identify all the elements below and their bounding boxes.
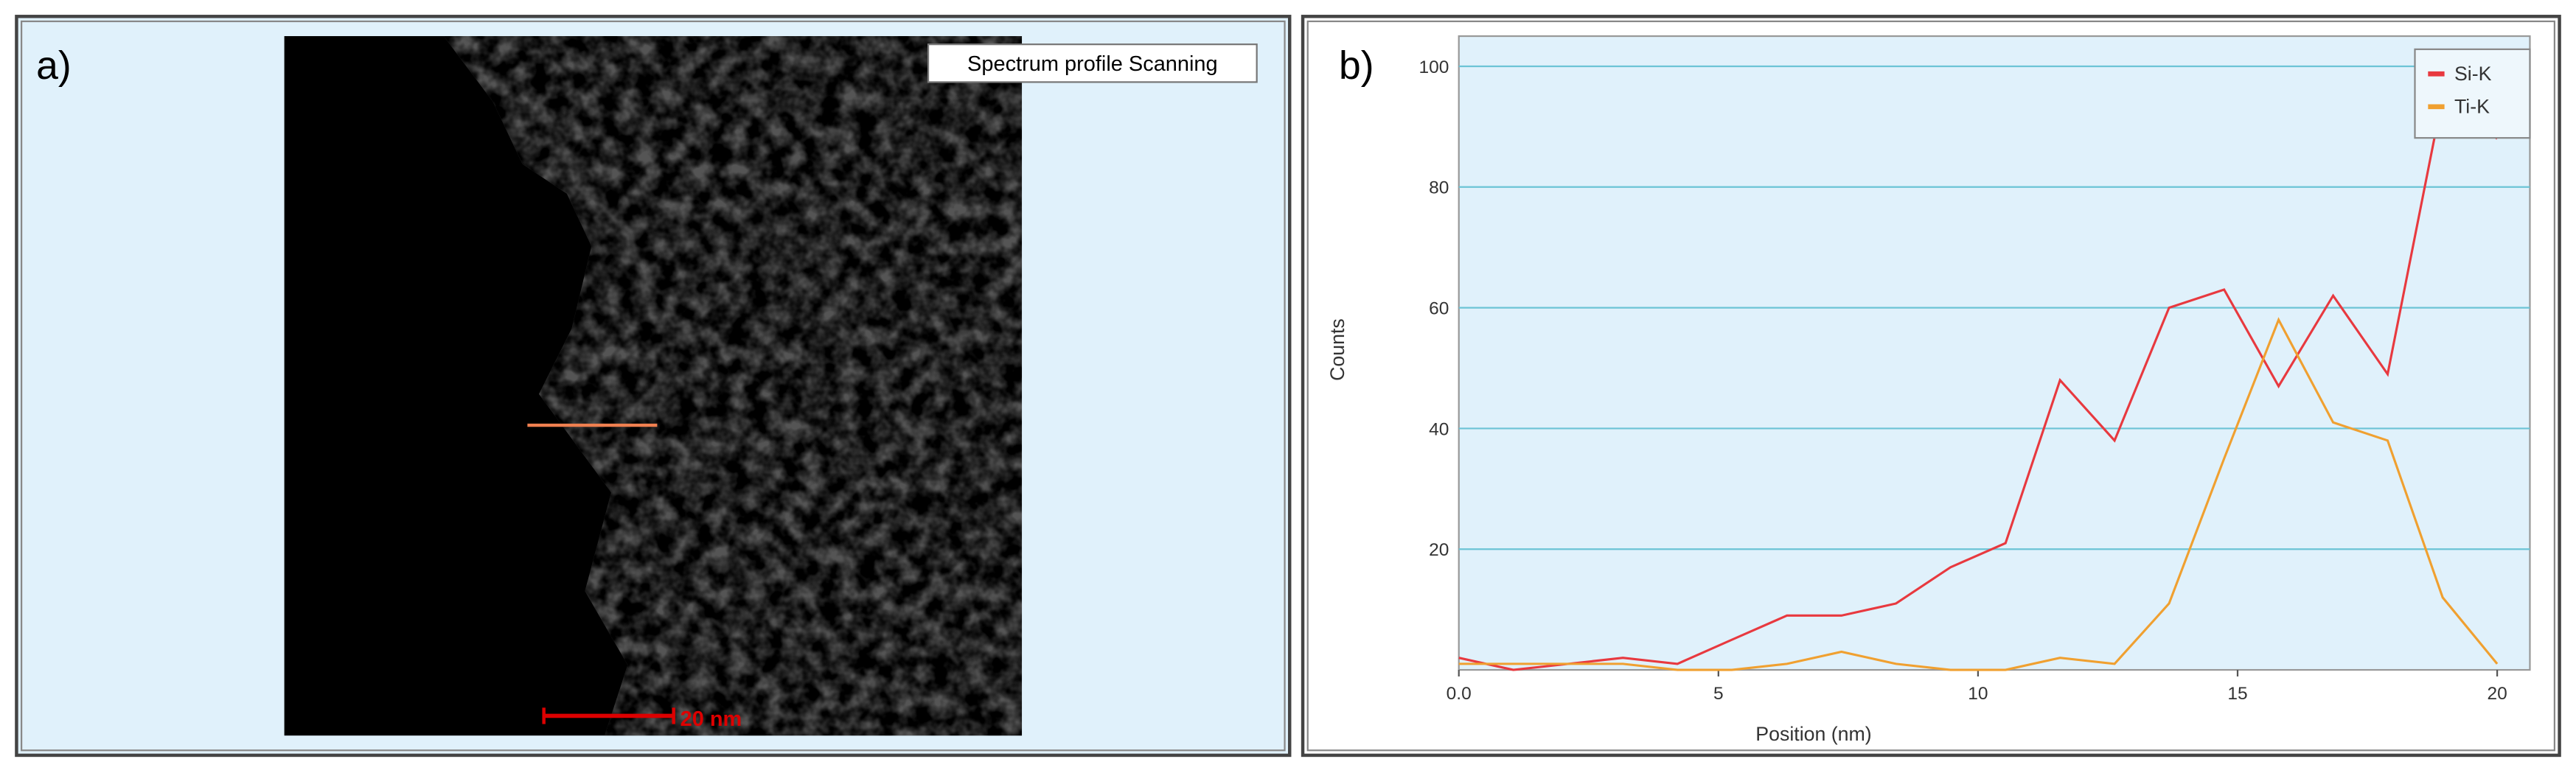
x-axis-label: Position (nm) [1755,723,1871,745]
y-tick-label: 80 [1429,178,1449,198]
panel-a-inner [21,20,1286,752]
y-tick-label: 100 [1418,57,1449,77]
caption: Spectrum profile Scanning [967,52,1218,76]
y-tick-label: 60 [1429,299,1449,319]
x-tick-label: 5 [1713,684,1724,704]
legend-box [2414,48,2531,139]
series-line [1458,94,2499,671]
caption-box [927,43,1258,83]
legend-label: Ti-K [2454,96,2490,118]
x-tick-label: 20 [2487,684,2507,704]
y-axis-label: Counts [1326,318,1348,381]
x-tick-label: 10 [1968,684,1988,704]
legend-label: Si-K [2454,63,2492,85]
x-tick-label: 0.0 [1447,684,1472,704]
scale-bar-label: 20 nm [680,707,742,731]
plot: 20 40 60 80 100 0.0 5 10 15 20 Position (nm) Counts… [1326,35,2531,745]
x-tick-label: 15 [2227,684,2247,704]
plot-area [1458,35,2531,671]
series-line [1458,317,2499,671]
y-tick-label: 20 [1429,540,1449,560]
panel-label: a) [36,44,72,88]
y-tick-label: 40 [1429,419,1449,439]
panel-b-inner [1306,20,2555,752]
panel-label: b) [1339,44,1374,88]
